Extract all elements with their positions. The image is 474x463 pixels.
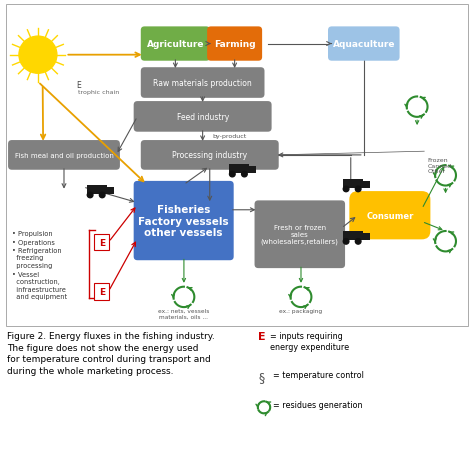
Text: Feed industry: Feed industry [176,113,229,122]
FancyBboxPatch shape [328,27,400,62]
FancyBboxPatch shape [343,180,363,188]
FancyBboxPatch shape [134,102,272,132]
FancyBboxPatch shape [343,232,363,240]
Text: • Operations: • Operations [12,239,55,245]
Text: §: § [258,370,264,383]
Text: Processing industry: Processing industry [172,151,247,160]
FancyBboxPatch shape [107,188,114,194]
Circle shape [100,193,105,198]
Text: E: E [99,238,105,247]
FancyBboxPatch shape [94,283,109,300]
FancyBboxPatch shape [141,68,264,99]
Circle shape [242,172,247,177]
Text: Fish meal and oil production: Fish meal and oil production [15,153,113,158]
FancyBboxPatch shape [229,165,249,173]
FancyBboxPatch shape [255,201,345,269]
Circle shape [19,37,57,74]
Text: infraestructure: infraestructure [12,286,66,292]
Circle shape [343,239,349,244]
Text: trophic chain: trophic chain [78,90,119,95]
Text: ex.: nets, vessels
materials, oils ...: ex.: nets, vessels materials, oils ... [158,308,210,319]
Circle shape [87,193,93,198]
Text: = temperature control: = temperature control [273,370,364,379]
FancyBboxPatch shape [94,234,109,251]
FancyBboxPatch shape [249,167,256,173]
Circle shape [356,239,361,244]
Text: Fresh or frozen
sales
(wholesalers,retailers): Fresh or frozen sales (wholesalers,retai… [261,225,339,245]
FancyBboxPatch shape [134,181,234,261]
FancyBboxPatch shape [87,186,107,194]
FancyBboxPatch shape [6,5,468,326]
FancyBboxPatch shape [363,234,370,240]
Text: freezing: freezing [12,255,43,261]
Text: by-product: by-product [212,134,246,139]
Circle shape [356,187,361,192]
Text: • Vessel: • Vessel [12,271,39,277]
Text: Fisheries
Factory vessels
other vessels: Fisheries Factory vessels other vessels [138,205,229,238]
FancyBboxPatch shape [363,181,370,188]
Text: Figure 2. Energy fluxes in the fishing industry.
The figure does not show the en: Figure 2. Energy fluxes in the fishing i… [7,331,215,375]
Text: Aquaculture: Aquaculture [333,40,395,49]
Text: processing: processing [12,263,52,268]
Text: Agriculture: Agriculture [146,40,204,49]
Text: ex.: packaging: ex.: packaging [280,308,322,313]
Text: Farming: Farming [214,40,255,49]
Text: = residues generation: = residues generation [273,400,362,409]
Text: Raw materials production: Raw materials production [153,79,252,88]
Text: • Propulsion: • Propulsion [12,231,53,237]
Text: E: E [76,81,81,90]
Text: E: E [99,287,105,296]
Text: E: E [258,331,266,341]
Text: Consumer: Consumer [366,211,413,220]
FancyBboxPatch shape [349,192,430,240]
Text: Frozen
Canned
Other: Frozen Canned Other [428,157,452,174]
Text: and equipment: and equipment [12,294,67,299]
Circle shape [343,187,349,192]
Text: construction,: construction, [12,279,60,284]
Text: • Refrigeration: • Refrigeration [12,248,62,253]
FancyBboxPatch shape [8,141,120,170]
Circle shape [229,172,235,177]
FancyBboxPatch shape [207,27,262,62]
FancyBboxPatch shape [141,141,279,170]
FancyBboxPatch shape [141,27,210,62]
Text: = inputs requiring
energy expenditure: = inputs requiring energy expenditure [270,331,349,351]
